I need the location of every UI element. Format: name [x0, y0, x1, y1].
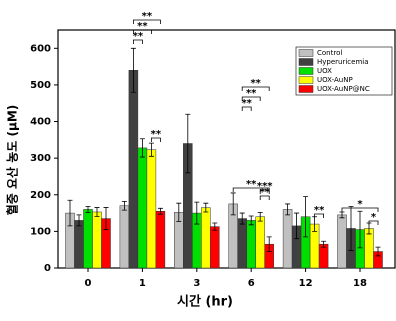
significance-label: **: [314, 205, 325, 216]
significance-bracket: [259, 189, 270, 194]
significance-bracket: [133, 29, 152, 34]
legend-swatch: [298, 67, 314, 75]
error-bar: [67, 199, 73, 227]
significance-bracket: [151, 137, 161, 142]
error-bar: [257, 211, 263, 222]
error-bar: [103, 207, 109, 230]
significance-label: **: [241, 98, 252, 109]
error-bar: [176, 202, 182, 222]
error-bar: [185, 113, 191, 174]
significance-bracket: [259, 195, 270, 200]
bar: [92, 211, 102, 269]
x-tick-label: 0: [85, 278, 92, 289]
y-tick-label: 500: [30, 80, 51, 91]
error-bar: [148, 142, 154, 157]
significance-label: **: [142, 11, 153, 22]
significance-bracket: [241, 106, 252, 111]
bar: [337, 214, 347, 269]
significance-label: **: [259, 187, 270, 198]
legend-swatch: [298, 76, 314, 84]
error-bar: [248, 215, 254, 226]
error-bar: [294, 212, 300, 240]
error-bar: [203, 202, 209, 213]
legend-label: Control: [317, 49, 342, 57]
significance-label: *: [357, 199, 363, 210]
legend-swatch: [298, 58, 314, 66]
legend-label: UOX: [317, 67, 332, 75]
plot-frame: [57, 29, 396, 269]
significance-bracket: [341, 207, 379, 212]
bar: [364, 228, 374, 269]
y-tick-label: 100: [30, 226, 51, 237]
x-axis-label: 시간 (hr): [177, 294, 233, 310]
y-tick-label: 400: [30, 117, 51, 128]
y-tick-label: 200: [30, 190, 51, 201]
x-tick-label: 6: [248, 278, 255, 289]
error-bar: [375, 246, 381, 257]
x-tick-label: 3: [193, 278, 200, 289]
x-tick-label: 12: [299, 278, 313, 289]
error-bar: [130, 47, 136, 93]
significance-label: ***: [257, 181, 273, 192]
significance-label: **: [246, 88, 257, 99]
bar: [246, 220, 256, 269]
x-tick-label: 1: [139, 278, 146, 289]
error-bar: [121, 200, 127, 211]
error-bar: [303, 196, 309, 238]
significance-bracket: [133, 39, 143, 44]
bar: [282, 209, 293, 269]
bar: [255, 216, 265, 269]
legend-swatch: [298, 49, 314, 57]
x-tick-label: 18: [353, 278, 367, 289]
significance-bracket: [241, 86, 270, 91]
significance-bracket: [368, 220, 379, 225]
error-bar: [139, 138, 145, 158]
bar: [74, 220, 84, 269]
error-bar: [285, 203, 291, 216]
legend-label: Hyperuricemia: [317, 58, 369, 66]
y-axis-label: 혈중 요산 농도 (μM): [5, 105, 20, 216]
error-bar: [266, 236, 272, 252]
legend-swatch: [298, 85, 314, 93]
error-bar: [357, 210, 363, 249]
bar: [237, 218, 247, 269]
error-bar: [239, 212, 245, 225]
bar: [119, 205, 130, 269]
significance-bracket: [133, 19, 161, 24]
y-tick-label: 0: [44, 263, 51, 274]
significance-label: *: [371, 212, 377, 223]
error-bar: [94, 207, 100, 217]
significance-label: **: [250, 78, 261, 89]
bar: [83, 209, 93, 269]
bar: [155, 210, 166, 269]
error-bar: [212, 222, 218, 231]
error-bar: [85, 206, 91, 213]
significance-bracket: [241, 96, 261, 101]
error-bar: [194, 201, 200, 225]
significance-label: **: [246, 179, 257, 190]
significance-label: **: [133, 31, 144, 42]
bar: [137, 147, 148, 269]
error-bar: [76, 214, 82, 227]
error-bar: [230, 192, 236, 216]
bar: [318, 243, 329, 269]
bar: [128, 70, 139, 269]
y-tick-label: 600: [30, 43, 51, 54]
significance-bracket: [314, 213, 324, 218]
error-bar: [348, 206, 354, 251]
legend-label: UOX-AuNP@NC: [317, 85, 370, 93]
bar: [210, 226, 220, 269]
bar: [146, 149, 157, 269]
error-bar: [321, 240, 327, 248]
legend-label: UOX-AuNP: [317, 76, 353, 84]
significance-label: **: [151, 129, 162, 140]
y-tick-label: 300: [30, 153, 51, 164]
significance-label: **: [137, 21, 148, 32]
bar: [201, 207, 211, 269]
error-bar: [157, 207, 163, 215]
